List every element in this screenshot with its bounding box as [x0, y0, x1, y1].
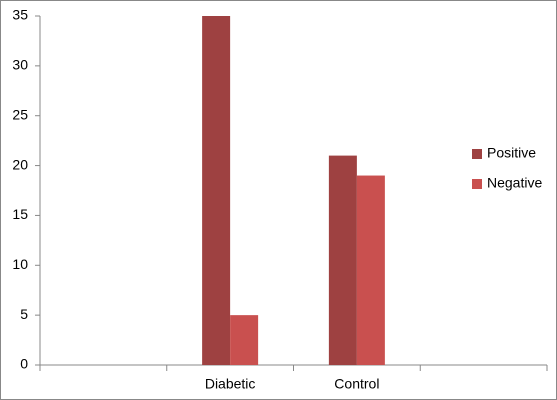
x-tick-label: Diabetic	[205, 376, 256, 392]
legend-label: Negative	[487, 175, 542, 191]
y-tick-label: 35	[12, 7, 28, 23]
y-tick-label: 20	[12, 156, 28, 172]
y-tick-label: 0	[20, 356, 28, 372]
y-tick-label: 5	[20, 306, 28, 322]
legend-label: Positive	[487, 145, 536, 161]
legend-swatch	[472, 149, 482, 159]
bar	[230, 315, 259, 365]
y-tick-label: 15	[12, 206, 28, 222]
y-tick-label: 25	[12, 106, 28, 122]
x-tick-label: Control	[334, 376, 379, 392]
legend-swatch	[472, 179, 482, 189]
y-tick-label: 10	[12, 256, 28, 272]
bar	[356, 175, 385, 365]
bar	[328, 155, 357, 365]
y-tick-label: 30	[12, 57, 28, 73]
bar	[202, 16, 231, 365]
